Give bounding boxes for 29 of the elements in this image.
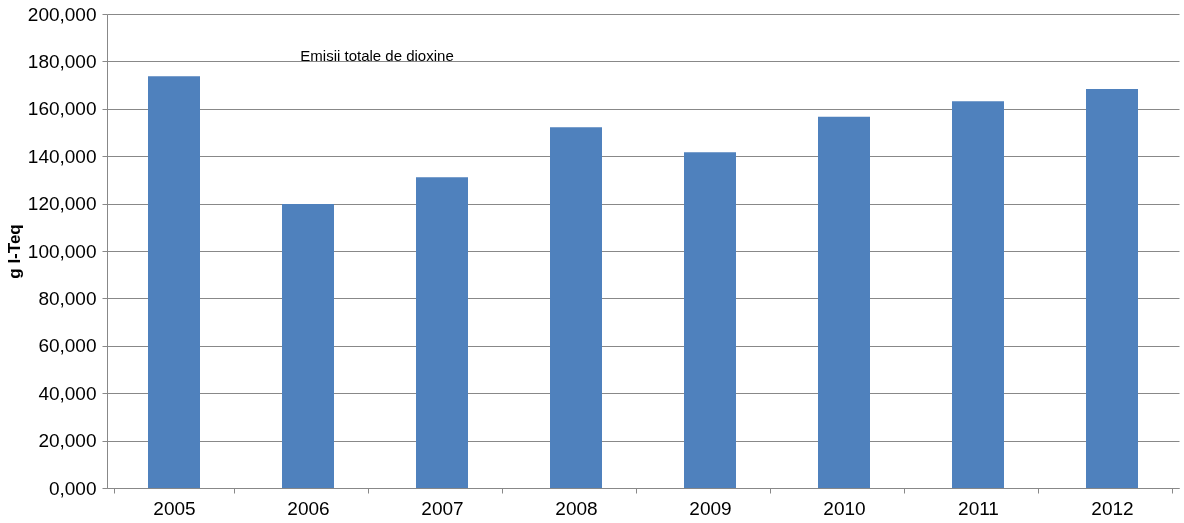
x-tick-label: 2007 <box>421 497 464 519</box>
bar <box>148 76 200 488</box>
y-tick-label: 180,000 <box>27 50 97 72</box>
x-tick-label: 2011 <box>958 497 999 519</box>
y-tick-label: 200,000 <box>27 3 97 25</box>
x-tick-label: 2012 <box>1091 497 1134 519</box>
bar <box>550 127 602 488</box>
y-tick-label: 160,000 <box>27 98 97 120</box>
y-tick-label: 120,000 <box>27 193 97 215</box>
bar <box>1086 88 1138 488</box>
bar <box>282 204 334 488</box>
x-tick-label: 2006 <box>287 497 330 519</box>
x-tick-label: 2005 <box>153 497 196 519</box>
y-tick-label: 140,000 <box>27 145 97 167</box>
y-tick-label: 0,000 <box>48 477 97 499</box>
bar <box>818 116 870 488</box>
y-axis-title: g I-Teq <box>4 224 24 279</box>
text: Emisii totale de dioxine <box>300 47 454 64</box>
bar <box>952 101 1004 488</box>
x-tick-label: 2010 <box>823 497 866 519</box>
bar <box>684 152 736 488</box>
x-tick-label: 2009 <box>689 497 732 519</box>
y-tick-label: 60,000 <box>38 335 97 357</box>
bar <box>416 177 468 488</box>
y-tick-label: 100,000 <box>27 240 97 262</box>
y-tick-label: 20,000 <box>38 430 97 452</box>
x-tick-label: 2008 <box>555 497 598 519</box>
y-tick-label: 40,000 <box>38 382 97 404</box>
y-tick-label: 80,000 <box>38 287 97 309</box>
